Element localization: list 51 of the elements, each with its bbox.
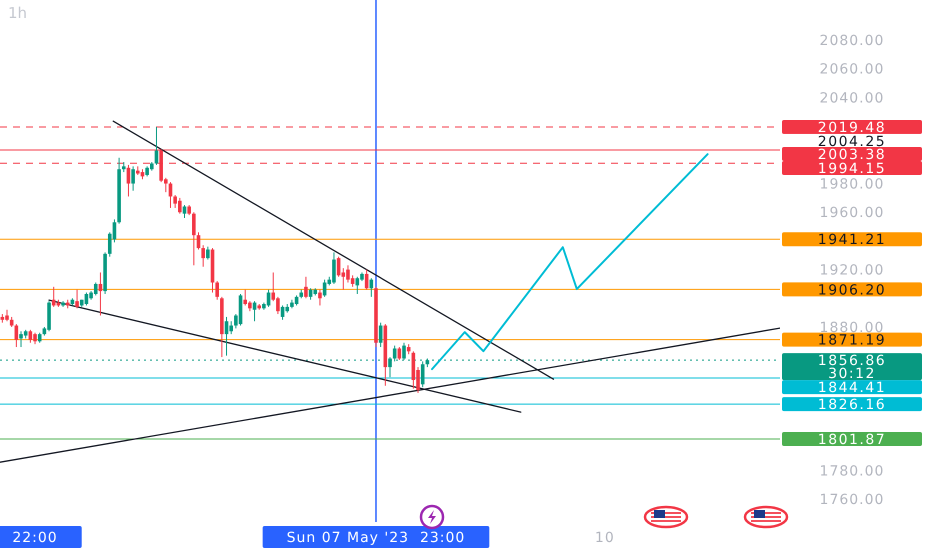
candlestick <box>378 322 382 348</box>
candlestick <box>182 204 186 218</box>
candlestick <box>215 280 219 300</box>
y-tick-label: 1780.00 <box>820 463 884 480</box>
chart-title: 1h <box>8 4 28 22</box>
candlestick <box>168 182 172 208</box>
candlestick <box>318 289 322 306</box>
candlestick <box>304 276 308 299</box>
candlestick <box>38 332 42 344</box>
candlestick <box>10 316 14 328</box>
candlestick <box>131 166 135 192</box>
candlestick <box>243 289 248 306</box>
candlestick <box>388 356 392 378</box>
candlestick <box>98 272 102 316</box>
ref-line-label: 1994.15 <box>818 160 886 177</box>
candlestick <box>406 344 410 355</box>
candlestick <box>187 204 191 216</box>
x-tick-label: Sun 07 May '23 23:00 <box>286 530 466 546</box>
y-tick-label: 1760.00 <box>820 492 884 508</box>
candlestick <box>14 324 18 348</box>
candlestick <box>364 269 368 290</box>
y-tick-label: 2060.00 <box>820 62 884 78</box>
ref-line-label: 1906.20 <box>818 282 886 298</box>
y-tick-label: 1920.00 <box>820 262 884 279</box>
candlestick <box>94 282 98 296</box>
candlestick <box>252 300 256 322</box>
candlestick <box>154 126 158 166</box>
candlestick <box>52 286 56 308</box>
candlestick <box>75 289 79 309</box>
y-tick-label: 1980.00 <box>820 176 884 192</box>
x-tick-label: 10 <box>594 530 615 546</box>
ref-line-label: 1856.86 30:12 <box>818 353 886 382</box>
candlestick <box>420 360 424 388</box>
ref-line-label: 1826.16 <box>818 397 886 414</box>
line-series <box>431 153 709 370</box>
ref-line-label: 1801.87 <box>818 432 886 448</box>
ref-line-label: 2019.48 <box>818 120 886 136</box>
candlestick <box>196 232 200 250</box>
candlestick <box>370 278 374 298</box>
ref-line-label: 1871.19 <box>818 332 886 349</box>
y-tick-label: 1960.00 <box>820 205 884 222</box>
x-tick-label: 22:00 <box>12 530 58 546</box>
candlestick <box>201 244 205 268</box>
y-tick-label: 2040.00 <box>820 90 884 106</box>
candlestick <box>126 164 130 197</box>
ref-line-label: 1941.21 <box>818 232 886 248</box>
y-tick-label: 2080.00 <box>820 33 884 50</box>
candlestick <box>192 212 196 266</box>
candlestick <box>398 346 402 360</box>
ref-line-label: 1844.41 <box>818 380 886 396</box>
candlestick <box>206 246 210 260</box>
